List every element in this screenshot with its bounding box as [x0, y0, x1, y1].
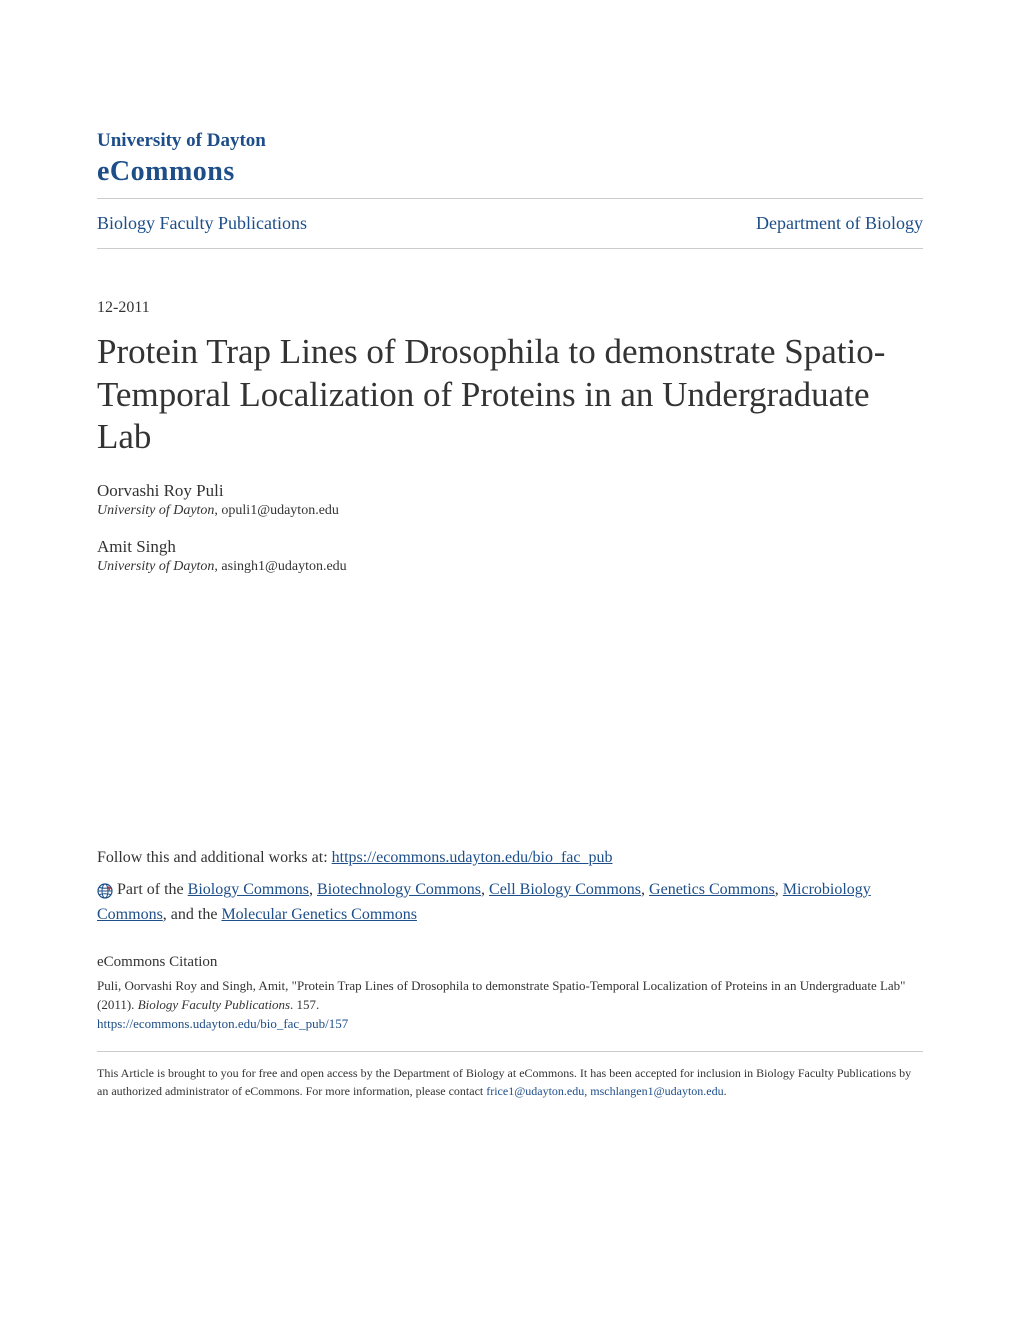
nav-link-right[interactable]: Department of Biology [756, 213, 923, 234]
author-block-1: Oorvashi Roy Puli University of Dayton, … [97, 481, 923, 519]
nav-link-left[interactable]: Biology Faculty Publications [97, 213, 307, 234]
commons-link[interactable]: Molecular Genetics Commons [221, 906, 417, 923]
citation-url-line: https://ecommons.udayton.edu/bio_fac_pub… [97, 1015, 923, 1033]
header-repo-name[interactable]: eCommons [97, 156, 923, 188]
author-name: Oorvashi Roy Puli [97, 481, 923, 501]
commons-link[interactable]: Biotechnology Commons [317, 881, 481, 898]
footer-text: This Article is brought to you for free … [97, 1064, 923, 1100]
author-block-2: Amit Singh University of Dayton, asingh1… [97, 537, 923, 575]
follow-line: Follow this and additional works at: htt… [97, 845, 923, 871]
author-affiliation: University of Dayton, opuli1@udayton.edu [97, 503, 923, 519]
footer-contact-link[interactable]: frice1@udayton.edu, mschlangen1@udayton.… [486, 1084, 723, 1098]
commons-link[interactable]: Cell Biology Commons [489, 881, 641, 898]
citation-heading: eCommons Citation [97, 954, 923, 971]
citation-section: eCommons Citation Puli, Oorvashi Roy and… [97, 954, 923, 1033]
commons-link[interactable]: Genetics Commons [649, 881, 775, 898]
commons-link[interactable]: Biology Commons [188, 881, 309, 898]
divider-nav [97, 248, 923, 249]
citation-url[interactable]: https://ecommons.udayton.edu/bio_fac_pub… [97, 1016, 348, 1031]
citation-text: Puli, Oorvashi Roy and Singh, Amit, "Pro… [97, 976, 923, 1015]
commons-line: Part of the Biology Commons, Biotechnolo… [97, 877, 923, 928]
publication-date: 12-2011 [97, 299, 923, 317]
header-institution: University of Dayton [97, 130, 923, 152]
globe-icon [97, 882, 113, 898]
divider-footer [97, 1051, 923, 1052]
follow-link[interactable]: https://ecommons.udayton.edu/bio_fac_pub [332, 849, 613, 866]
paper-title: Protein Trap Lines of Drosophila to demo… [97, 331, 923, 459]
author-affiliation: University of Dayton, asingh1@udayton.ed… [97, 559, 923, 575]
author-name: Amit Singh [97, 537, 923, 557]
follow-section: Follow this and additional works at: htt… [97, 845, 923, 928]
nav-row: Biology Faculty Publications Department … [97, 199, 923, 248]
